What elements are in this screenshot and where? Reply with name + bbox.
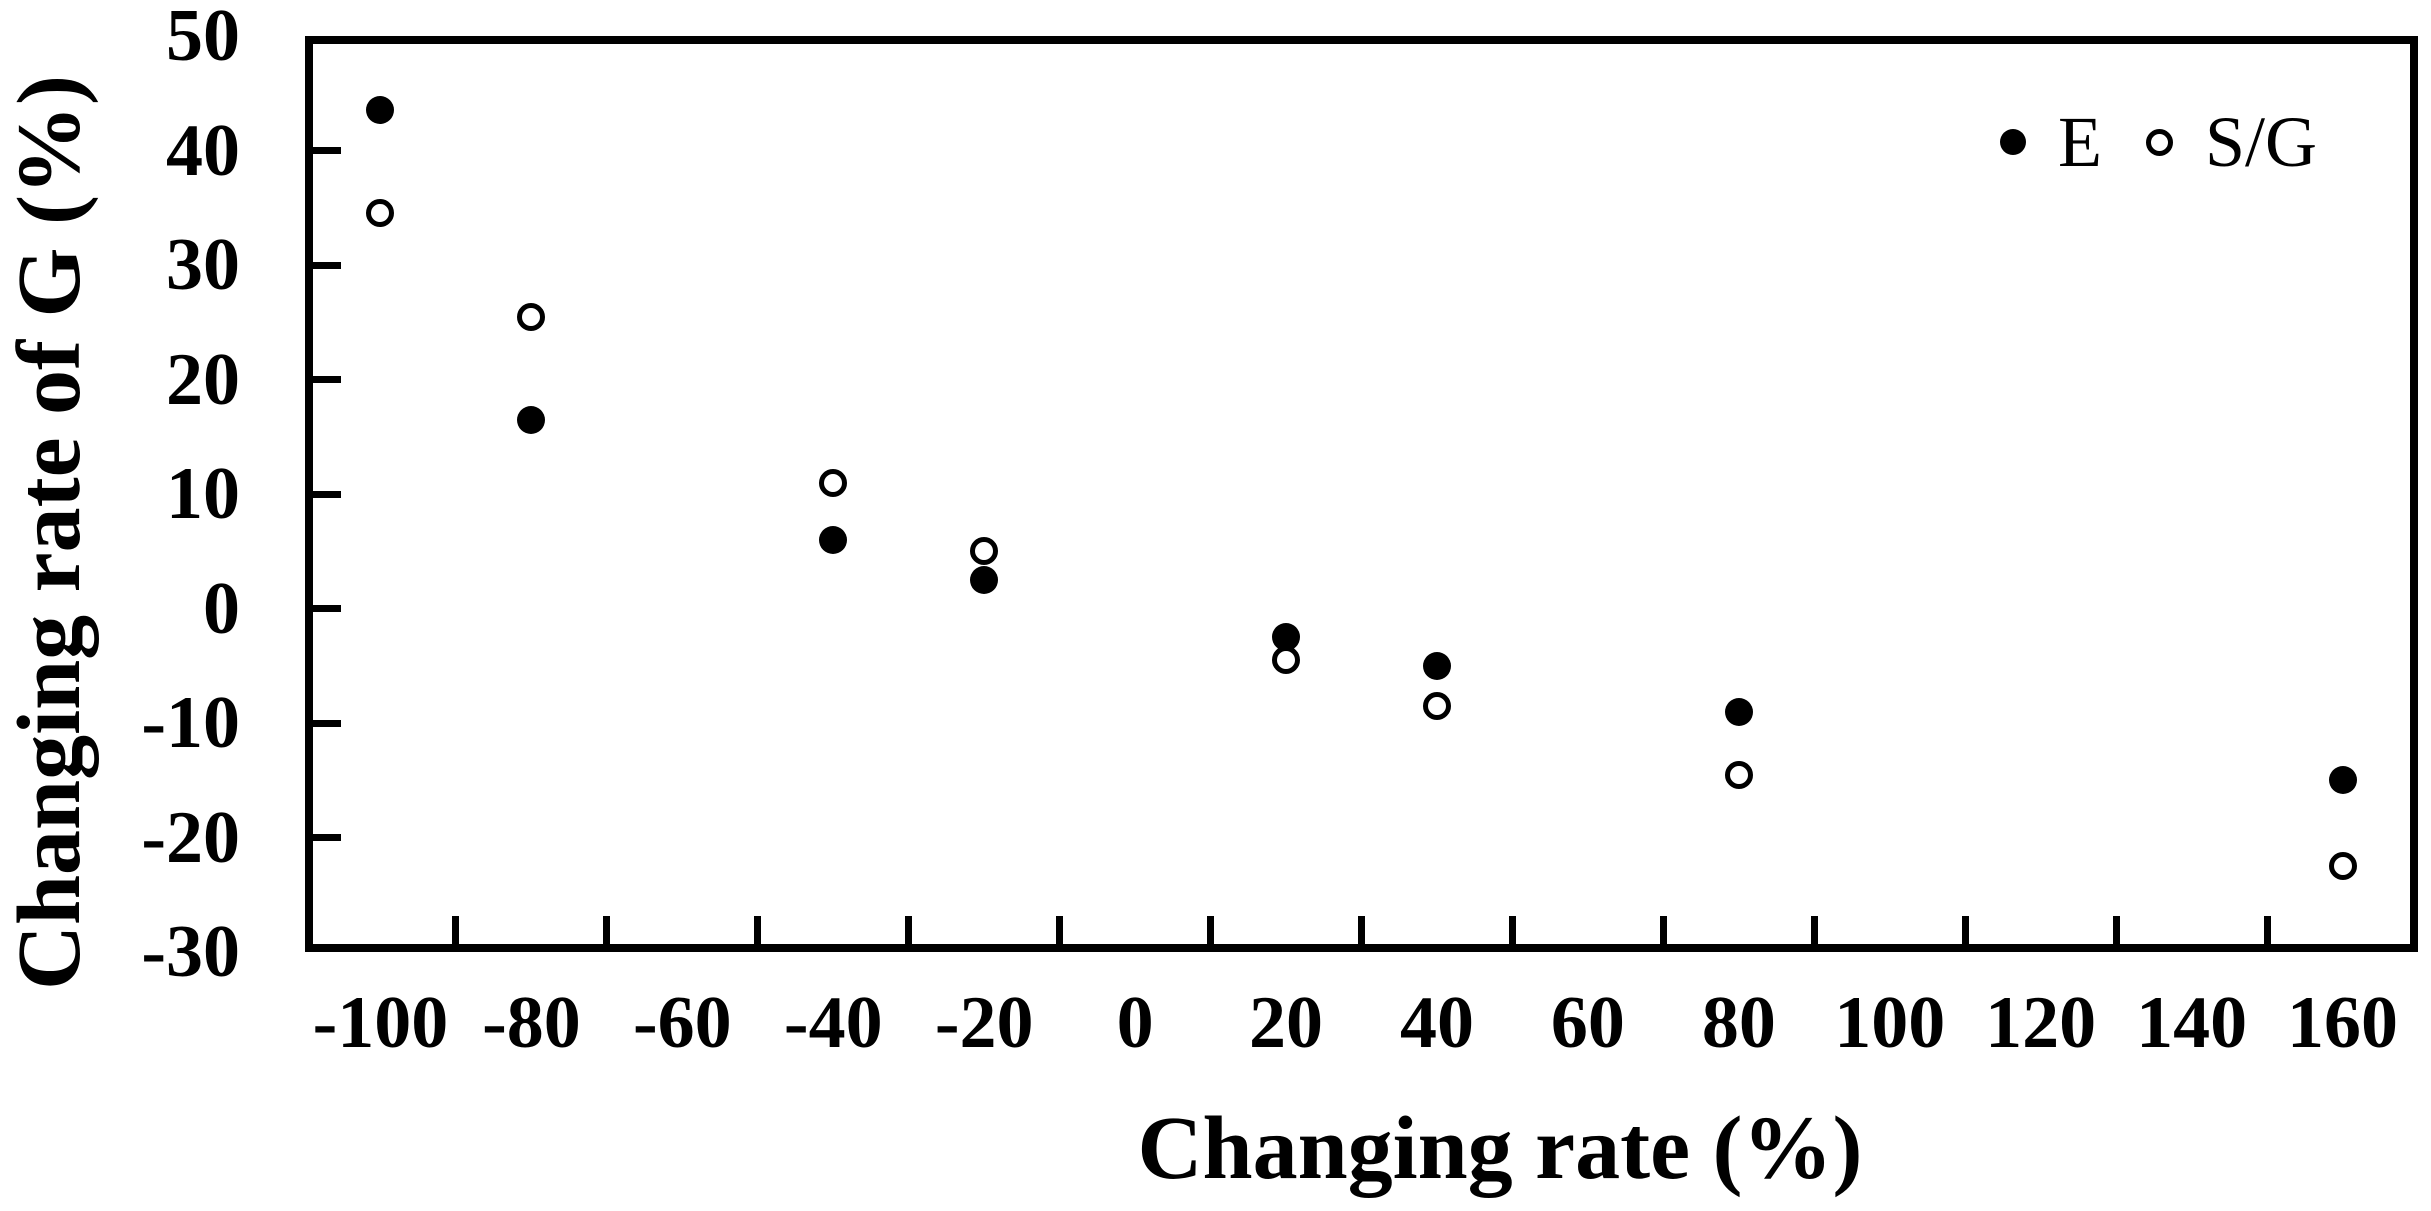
y-tick-mark — [311, 605, 341, 612]
legend-label-sg: S/G — [2204, 102, 2318, 182]
y-tick-mark — [311, 376, 341, 383]
data-point-sg — [2328, 852, 2357, 881]
data-point-sg — [517, 302, 546, 331]
x-tick-label: 120 — [1985, 982, 2097, 1064]
data-point-sg — [970, 537, 999, 566]
x-tick-mark — [1508, 916, 1516, 946]
x-tick-label: 80 — [1701, 982, 1776, 1064]
x-tick-mark — [1056, 916, 1064, 946]
y-tick-mark — [311, 719, 341, 727]
y-tick-label: -20 — [141, 796, 240, 879]
x-tick-mark — [1659, 916, 1667, 946]
data-point-sg — [1724, 760, 1753, 789]
x-tick-label: 0 — [1116, 982, 1154, 1064]
x-axis-title: Changing rate (%) — [1137, 1099, 1863, 1198]
legend-entry-sg: S/G — [2145, 102, 2318, 182]
data-point-e — [1724, 697, 1753, 726]
x-tick-mark — [452, 916, 460, 946]
y-tick-label: 10 — [166, 453, 240, 535]
open-circle-icon — [2145, 128, 2173, 156]
data-point-e — [2328, 766, 2357, 795]
legend-label-e: E — [2058, 102, 2102, 182]
data-point-e — [366, 96, 395, 125]
legend-entry-e: E — [2000, 102, 2102, 182]
y-tick-mark — [311, 261, 341, 269]
y-tick-label: 30 — [166, 224, 240, 306]
y-tick-label: 40 — [166, 109, 240, 192]
x-tick-mark — [1358, 916, 1365, 946]
x-tick-mark — [603, 916, 611, 946]
x-tick-mark — [754, 916, 762, 946]
legend: E S/G — [2000, 102, 2317, 182]
data-point-sg — [1272, 646, 1301, 675]
x-tick-mark — [1961, 916, 1969, 946]
plot-area — [305, 36, 2418, 952]
x-tick-label: 40 — [1399, 982, 1474, 1064]
y-tick-label: 50 — [166, 0, 240, 77]
x-tick-label: 20 — [1249, 982, 1324, 1064]
filled-circle-icon — [2000, 129, 2026, 155]
y-tick-label: -30 — [141, 911, 240, 993]
x-tick-label: -60 — [632, 982, 732, 1064]
x-tick-label: -40 — [783, 982, 883, 1064]
y-tick-label: -10 — [141, 682, 240, 764]
data-point-e — [819, 525, 848, 554]
x-tick-label: 60 — [1550, 982, 1625, 1064]
x-tick-mark — [2112, 916, 2120, 946]
data-point-sg — [366, 199, 395, 228]
data-point-e — [970, 565, 999, 594]
data-point-sg — [819, 468, 848, 497]
y-tick-mark — [311, 834, 341, 841]
x-tick-label: -100 — [312, 982, 449, 1064]
x-tick-label: -80 — [482, 982, 581, 1064]
y-tick-mark — [311, 490, 341, 498]
data-point-sg — [1422, 691, 1451, 720]
data-point-e — [517, 405, 546, 434]
y-tick-mark — [311, 147, 341, 154]
y-tick-label: 20 — [166, 338, 240, 421]
x-tick-mark — [905, 916, 913, 946]
x-tick-label: 140 — [2136, 982, 2248, 1064]
x-tick-mark — [2263, 916, 2271, 946]
x-tick-label: 160 — [2287, 982, 2399, 1064]
x-tick-label: -20 — [934, 982, 1034, 1064]
x-tick-mark — [1810, 916, 1818, 946]
x-tick-label: 100 — [1834, 982, 1946, 1064]
data-point-e — [1422, 651, 1451, 680]
x-tick-mark — [1207, 916, 1215, 946]
y-tick-label: 0 — [203, 567, 240, 650]
